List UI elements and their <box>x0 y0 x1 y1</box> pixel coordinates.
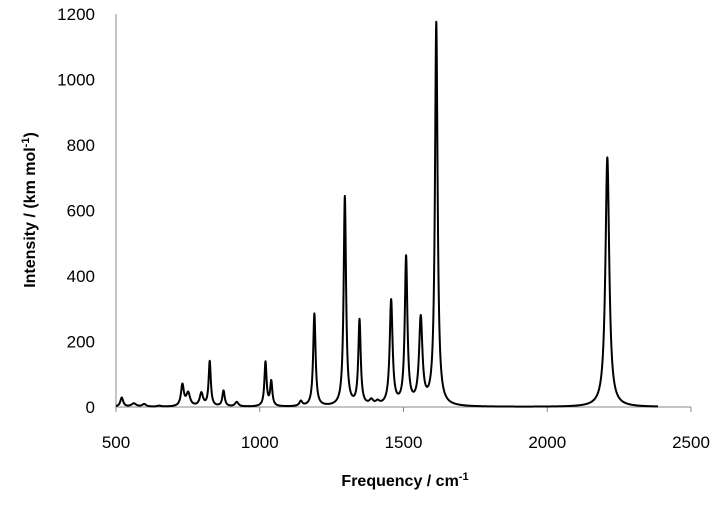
x-axis-tick-labels: 500 1000 1500 2000 2500 <box>102 433 710 452</box>
y-axis-title: Intensity / (km mol-1) <box>20 132 39 288</box>
x-axis-title: Frequency / cm-1 <box>341 471 468 490</box>
y-tick-label: 0 <box>86 398 95 417</box>
x-tick-label: 2000 <box>528 433 566 452</box>
y-tick-label: 1200 <box>57 5 95 24</box>
y-tick-label: 1000 <box>57 71 95 90</box>
y-axis-tick-labels: 0 200 400 600 800 1000 1200 <box>57 5 95 417</box>
x-axis-tick-marks <box>115 407 692 412</box>
x-tick-label: 2500 <box>672 433 710 452</box>
x-tick-label: 1000 <box>241 433 279 452</box>
y-tick-label: 200 <box>67 333 95 352</box>
x-tick-label: 1500 <box>385 433 423 452</box>
y-tick-label: 800 <box>67 136 95 155</box>
x-tick-label: 500 <box>102 433 130 452</box>
y-tick-label: 400 <box>67 267 95 286</box>
y-tick-label: 600 <box>67 202 95 221</box>
spectrum-line <box>115 20 659 408</box>
